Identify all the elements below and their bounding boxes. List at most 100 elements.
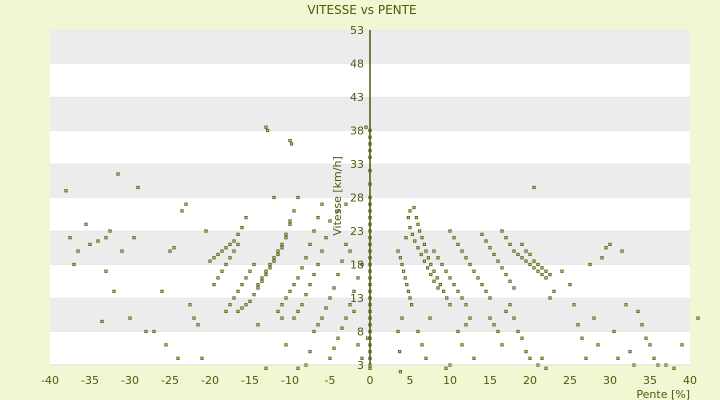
- data-point: [504, 309, 508, 314]
- data-point: [496, 329, 500, 334]
- data-point: [428, 316, 432, 320]
- y-tick-label: 53: [350, 24, 364, 37]
- y-tick-label: 28: [350, 192, 364, 205]
- data-point: [420, 343, 424, 347]
- data-point: [414, 215, 419, 220]
- data-point: [344, 242, 348, 246]
- data-point: [460, 296, 464, 300]
- data-point: [432, 269, 436, 273]
- data-point: [288, 138, 292, 143]
- data-point: [312, 229, 316, 233]
- data-point: [164, 343, 168, 347]
- data-point: [406, 215, 411, 220]
- data-point: [144, 329, 148, 334]
- data-point: [536, 269, 540, 273]
- data-point: [524, 259, 528, 263]
- data-point: [236, 232, 240, 236]
- data-point: [396, 329, 400, 334]
- data-point: [425, 266, 430, 270]
- data-point: [520, 242, 524, 246]
- data-point: [184, 202, 188, 206]
- data-point: [320, 249, 324, 253]
- data-point: [484, 239, 488, 243]
- x-tick-label: -20: [201, 374, 219, 387]
- data-point: [435, 276, 439, 280]
- data-point: [404, 236, 408, 240]
- data-point: [680, 343, 684, 347]
- data-point: [172, 246, 176, 250]
- data-point: [76, 249, 80, 253]
- data-point: [532, 185, 536, 190]
- data-point: [160, 289, 164, 293]
- x-tick-label: -15: [241, 374, 259, 387]
- data-point: [636, 309, 640, 314]
- data-points: [64, 125, 700, 374]
- data-point: [232, 249, 236, 253]
- data-point: [316, 262, 320, 267]
- data-point: [396, 249, 400, 253]
- data-point: [356, 343, 360, 347]
- data-point: [504, 272, 508, 277]
- data-point: [496, 259, 500, 263]
- data-point: [472, 356, 476, 360]
- data-point: [448, 303, 452, 307]
- data-point: [308, 349, 312, 354]
- x-tick-label: 35: [643, 374, 657, 387]
- data-point: [340, 326, 344, 330]
- data-point: [296, 366, 300, 370]
- data-point: [468, 262, 472, 267]
- data-point: [401, 269, 406, 273]
- data-point: [464, 323, 468, 327]
- data-point: [352, 309, 356, 314]
- chart-title: VITESSE vs PENTE: [307, 3, 416, 17]
- data-point: [516, 252, 520, 257]
- data-point: [438, 282, 443, 287]
- data-point: [436, 256, 440, 260]
- data-point: [244, 276, 248, 280]
- data-point: [568, 282, 572, 287]
- data-point: [216, 252, 220, 257]
- data-point: [488, 316, 492, 320]
- data-point: [316, 323, 320, 327]
- data-point: [532, 266, 536, 270]
- data-point: [152, 329, 156, 334]
- data-point: [572, 303, 576, 307]
- data-point: [300, 266, 304, 270]
- data-point: [296, 309, 300, 314]
- y-tick-label: 48: [350, 58, 364, 71]
- data-point: [552, 289, 556, 293]
- data-point: [444, 366, 448, 370]
- data-point: [96, 239, 100, 243]
- data-point: [336, 209, 340, 213]
- data-point: [336, 272, 340, 277]
- data-point: [413, 239, 417, 243]
- x-tick-label: -25: [161, 374, 179, 387]
- x-axis-label: Pente [%]: [636, 388, 690, 400]
- y-tick-label: 8: [357, 326, 364, 339]
- data-point: [292, 209, 296, 213]
- data-point: [408, 226, 412, 230]
- data-point: [544, 276, 548, 280]
- data-point: [420, 236, 424, 240]
- data-point: [604, 246, 608, 250]
- data-point: [344, 316, 348, 320]
- data-point: [136, 185, 140, 190]
- data-point: [220, 269, 224, 273]
- data-point: [588, 262, 592, 267]
- data-point: [448, 229, 452, 233]
- data-point: [264, 125, 268, 129]
- data-point: [544, 269, 548, 273]
- data-point: [536, 262, 540, 267]
- data-point: [408, 296, 412, 300]
- data-point: [208, 259, 212, 263]
- data-point: [264, 272, 268, 277]
- data-point: [228, 303, 232, 307]
- data-point: [398, 256, 403, 260]
- data-point: [397, 349, 402, 354]
- data-point: [432, 249, 436, 253]
- data-point: [236, 242, 240, 246]
- data-point: [316, 215, 320, 220]
- data-point: [68, 236, 72, 240]
- data-point: [240, 306, 244, 310]
